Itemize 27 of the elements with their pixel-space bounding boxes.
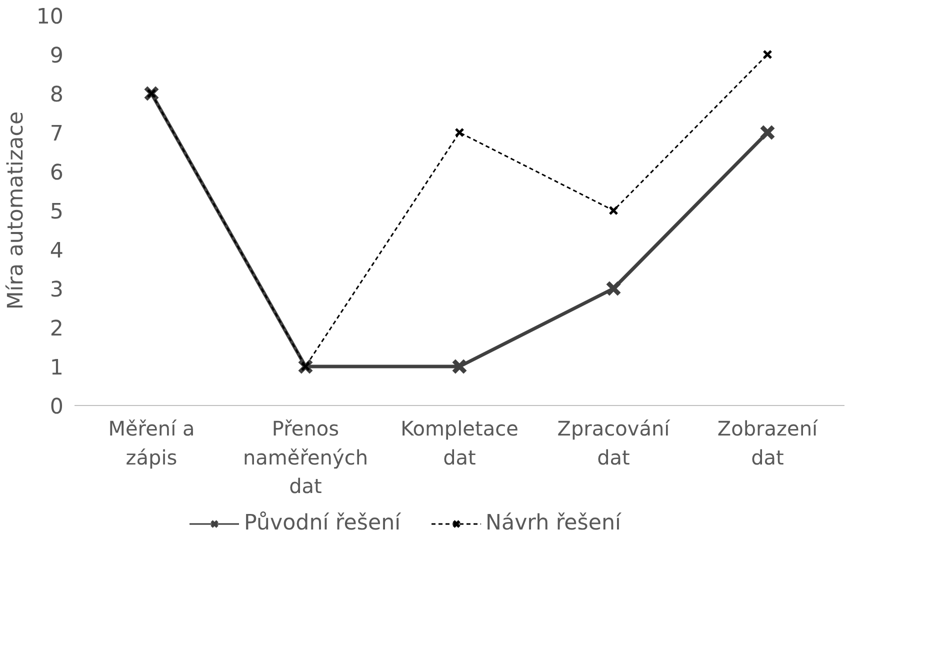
x-tick-label: Přenos naměřených dat	[243, 416, 368, 498]
point	[608, 206, 618, 216]
y-tick-label: 1	[50, 356, 64, 380]
y-tick-label: 0	[50, 394, 64, 420]
point	[762, 50, 772, 60]
point	[452, 358, 468, 374]
y-tick-label: 2	[50, 316, 64, 342]
y-tick-label: 7	[50, 122, 64, 146]
x-tick-label: Zpracování dat	[557, 416, 672, 470]
legend-label: Návrh řešení	[486, 510, 621, 536]
x-tick-label: Kompletace dat	[400, 416, 518, 470]
x-tick-label: Měření a zápis	[108, 416, 195, 470]
point	[760, 124, 776, 140]
point	[300, 362, 310, 372]
y-tick-label: 10	[36, 4, 64, 30]
y-tick-label: 5	[50, 200, 64, 224]
y-tick-label: 9	[50, 44, 64, 68]
y-tick-label: 8	[50, 82, 64, 108]
point	[146, 88, 156, 98]
x-tick-label: Zobrazení dat	[717, 416, 820, 470]
y-tick-label: 4	[50, 238, 64, 264]
point	[606, 280, 622, 296]
y-axis-title: Míra automatizace	[3, 111, 28, 310]
y-tick-label: 6	[50, 160, 64, 186]
legend-label: Původní řešení	[244, 510, 401, 536]
point	[454, 128, 464, 138]
y-tick-label: 3	[50, 278, 64, 302]
